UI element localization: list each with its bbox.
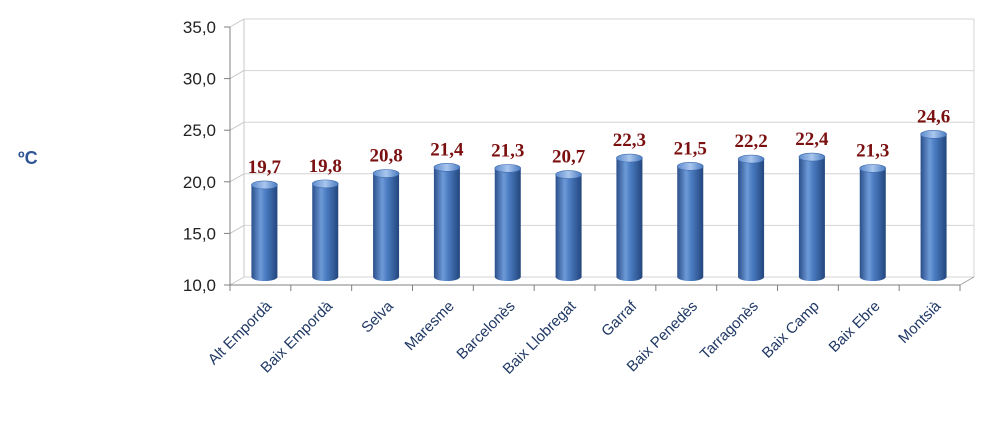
gridline-depth bbox=[229, 121, 245, 131]
bar-top bbox=[494, 164, 522, 173]
bar bbox=[798, 157, 825, 281]
bar-top bbox=[676, 162, 704, 171]
bar bbox=[920, 134, 947, 281]
category-label: Selva bbox=[358, 297, 397, 336]
axes bbox=[224, 26, 975, 291]
bar-top bbox=[920, 130, 947, 139]
bar bbox=[677, 166, 704, 281]
data-label: 21,3 bbox=[491, 140, 524, 161]
gridline-depth bbox=[229, 276, 245, 286]
category-label: Baix Camp bbox=[759, 298, 823, 362]
gridline-depth bbox=[229, 18, 245, 28]
bar bbox=[616, 158, 643, 281]
data-label: 21,4 bbox=[430, 139, 464, 160]
data-label: 24,6 bbox=[917, 106, 950, 127]
bar bbox=[555, 174, 582, 281]
bar-top bbox=[311, 179, 339, 189]
y-tick-label: 20,0 bbox=[183, 173, 216, 192]
x-axis-depth bbox=[959, 276, 975, 286]
data-label: 22,3 bbox=[613, 130, 646, 151]
data-label: 20,7 bbox=[552, 147, 586, 168]
bar bbox=[738, 159, 765, 281]
category-label: Baix Ebre bbox=[826, 298, 884, 356]
y-tick-label: 30,0 bbox=[183, 70, 216, 89]
bar-top bbox=[251, 180, 278, 190]
category-label: Montsià bbox=[895, 297, 945, 347]
y-tick-label: 10,0 bbox=[183, 276, 216, 295]
data-label: 20,8 bbox=[369, 146, 402, 167]
y-axis-label: ºC bbox=[18, 148, 38, 168]
category-label: Tarragonès bbox=[697, 298, 762, 363]
bar bbox=[251, 184, 278, 281]
y-tick-label: 15,0 bbox=[183, 224, 216, 243]
bar-top bbox=[859, 164, 887, 173]
bar-top bbox=[433, 163, 461, 172]
category-label: Garraf bbox=[598, 297, 641, 340]
gridline-depth bbox=[229, 173, 245, 183]
bar bbox=[312, 183, 339, 281]
bar bbox=[494, 168, 521, 281]
bar-top bbox=[372, 169, 400, 178]
data-label: 22,2 bbox=[734, 131, 767, 152]
bar-top bbox=[555, 170, 582, 179]
category-label: Maresme bbox=[402, 298, 458, 354]
y-tick-label: 35,0 bbox=[183, 18, 216, 37]
grid-lines bbox=[229, 18, 975, 286]
gridline-depth bbox=[229, 224, 245, 234]
bar bbox=[859, 168, 886, 281]
bar-top bbox=[737, 154, 765, 164]
data-label: 19,8 bbox=[309, 156, 342, 177]
bars bbox=[251, 130, 947, 281]
data-label: 19,7 bbox=[248, 157, 282, 178]
y-tick-label: 25,0 bbox=[183, 121, 216, 140]
data-label: 21,5 bbox=[674, 138, 707, 159]
bar-top bbox=[798, 152, 826, 162]
bar bbox=[373, 173, 400, 281]
data-label: 22,4 bbox=[795, 129, 829, 150]
bar bbox=[433, 167, 460, 281]
bar-top bbox=[616, 153, 643, 163]
data-label: 21,3 bbox=[856, 140, 889, 161]
gridline-depth bbox=[229, 70, 245, 80]
category-label: Barcelonès bbox=[453, 298, 518, 363]
